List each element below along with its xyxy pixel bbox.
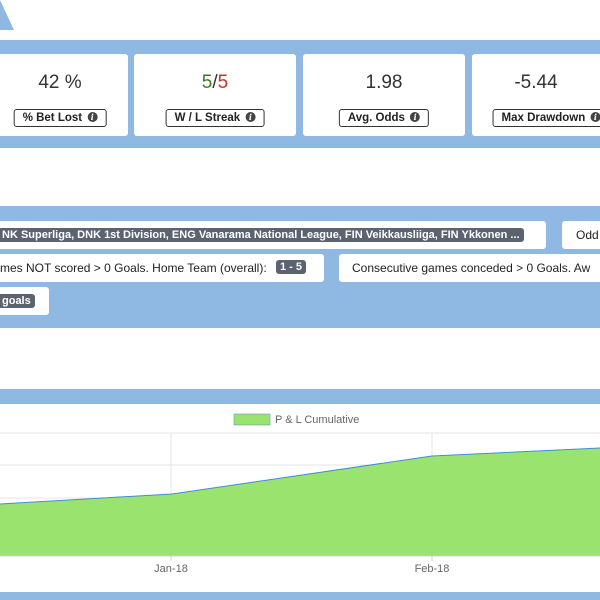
win-streak-value: 5	[201, 72, 213, 93]
goals-filter-pill[interactable]: goals	[0, 287, 49, 315]
pl-area-line	[0, 447, 600, 505]
goals-filter-tag: goals	[0, 294, 35, 308]
max-drawdown-label-text: Max Drawdown	[501, 112, 586, 124]
stat-card-wl-streak: 5/5 W / L Streak i	[134, 54, 296, 136]
stat-card-bet-lost: 42 % % Bet Lost i	[0, 54, 128, 136]
not-scored-filter-text: mes NOT scored > 0 Goals. Home Team (ove…	[0, 261, 267, 275]
bet-lost-value: 42 %	[38, 72, 82, 93]
conceded-filter-pill[interactable]: Consecutive games conceded > 0 Goals. Aw	[339, 254, 600, 282]
loss-streak-value: 5	[217, 72, 229, 93]
bet-lost-label-text: % Bet Lost	[22, 112, 83, 124]
odds-filter-pill[interactable]: Odd	[562, 221, 600, 249]
info-icon[interactable]: i	[590, 112, 600, 122]
legend-label: P & L Cumulative	[275, 414, 359, 426]
avg-odds-label-text: Avg. Odds	[347, 112, 405, 124]
top-tab-corner	[0, 0, 14, 30]
avg-odds-value: 1.98	[365, 72, 403, 93]
wl-streak-label-text: W / L Streak	[174, 112, 241, 124]
x-tick-label-jan: Jan-18	[154, 563, 188, 575]
leagues-tag: NK Superliga, DNK 1st Division, ENG Vana…	[0, 228, 524, 242]
bet-lost-label[interactable]: % Bet Lost i	[13, 109, 107, 127]
info-icon[interactable]: i	[245, 112, 256, 122]
stat-card-max-drawdown: -5.44 Max Drawdown i	[472, 54, 600, 136]
conceded-filter-text: Consecutive games conceded > 0 Goals. Aw	[352, 261, 591, 275]
pl-cumulative-chart: Jan-18 Feb-18 P & L Cumulative	[0, 413, 600, 575]
chart-legend[interactable]: P & L Cumulative	[233, 413, 359, 426]
not-scored-filter-tag: 1 - 5	[276, 260, 307, 274]
max-drawdown-value: -5.44	[514, 72, 558, 93]
wl-streak-label[interactable]: W / L Streak i	[165, 109, 265, 127]
max-drawdown-label[interactable]: Max Drawdown i	[492, 109, 600, 127]
info-icon[interactable]: i	[87, 112, 98, 122]
legend-swatch	[233, 413, 271, 426]
info-icon[interactable]: i	[410, 112, 421, 122]
wl-streak-value: 5/5	[134, 72, 296, 94]
x-tick-label-feb: Feb-18	[415, 563, 450, 575]
odds-filter-label: Odd	[576, 228, 599, 242]
pl-area-fill	[0, 448, 600, 556]
stat-card-avg-odds: 1.98 Avg. Odds i	[303, 54, 465, 136]
not-scored-filter-pill[interactable]: mes NOT scored > 0 Goals. Home Team (ove…	[0, 254, 324, 282]
leagues-filter-pill[interactable]: NK Superliga, DNK 1st Division, ENG Vana…	[0, 221, 546, 249]
avg-odds-label[interactable]: Avg. Odds i	[338, 109, 430, 127]
streak-separator: /	[212, 72, 218, 93]
chart-panel: Jan-18 Feb-18 P & L Cumulative	[0, 404, 600, 592]
